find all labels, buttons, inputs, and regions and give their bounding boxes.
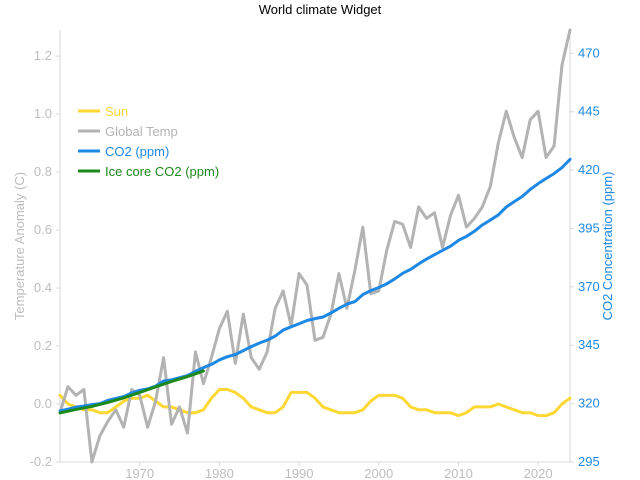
right-y-ticks: 295 320 345 370 395 420 445 470 <box>570 45 600 469</box>
right-y-tick-label: 295 <box>578 454 600 469</box>
x-tick-label: 1980 <box>205 466 234 480</box>
left-y-tick-label: 0.6 <box>34 222 52 237</box>
left-y-tick-label: 0.2 <box>34 338 52 353</box>
right-y-tick-label: 445 <box>578 104 600 119</box>
series-line-global-temp <box>58 28 572 464</box>
series-line-sun <box>58 388 572 418</box>
legend-label: Global Temp <box>105 124 178 139</box>
right-y-tick-label: 370 <box>578 279 600 294</box>
legend-item-co2-ppm: CO2 (ppm) <box>78 144 169 159</box>
x-ticks: 1970 1980 1990 2000 2010 2020 <box>125 462 553 480</box>
x-tick-label: 2000 <box>364 466 393 480</box>
right-axis-label: CO2 Concentration (ppm) <box>600 172 615 321</box>
left-axis-label: Temperature Anomaly (C) <box>12 172 27 320</box>
x-tick-label: 1970 <box>125 466 154 480</box>
legend-label: Sun <box>105 104 128 119</box>
right-y-tick-label: 470 <box>578 45 600 60</box>
legend: Sun Global Temp CO2 (ppm) Ice core CO2 (ppm… <box>78 104 219 179</box>
left-y-tick-label: -0.2 <box>30 454 52 469</box>
legend-item-sun: Sun <box>78 104 128 119</box>
plot-frame <box>59 30 571 463</box>
legend-item-global-temp: Global Temp <box>78 124 178 139</box>
left-y-tick-label: 1.2 <box>34 48 52 63</box>
right-y-tick-label: 345 <box>578 337 600 352</box>
x-tick-label: 2010 <box>444 466 473 480</box>
series-layer <box>58 28 572 464</box>
left-y-tick-label: 0.4 <box>34 280 52 295</box>
legend-label: CO2 (ppm) <box>105 144 169 159</box>
legend-item-ice-core-co2-ppm: Ice core CO2 (ppm) <box>78 164 219 179</box>
x-tick-label: 2020 <box>524 466 553 480</box>
right-y-tick-label: 420 <box>578 162 600 177</box>
left-y-tick-label: 0.8 <box>34 164 52 179</box>
series-line-ice-core-co2-ppm <box>58 369 205 415</box>
series-line-co2-ppm <box>58 157 572 413</box>
left-y-ticks: -0.2 0.0 0.2 0.4 0.6 0.8 1.0 1.2 <box>30 48 60 469</box>
right-y-tick-label: 395 <box>578 220 600 235</box>
legend-label: Ice core CO2 (ppm) <box>105 164 219 179</box>
left-y-tick-label: 0.0 <box>34 396 52 411</box>
chart-title: World climate Widget <box>259 2 382 17</box>
left-y-tick-label: 1.0 <box>34 106 52 121</box>
x-tick-label: 1990 <box>285 466 314 480</box>
right-y-tick-label: 320 <box>578 396 600 411</box>
